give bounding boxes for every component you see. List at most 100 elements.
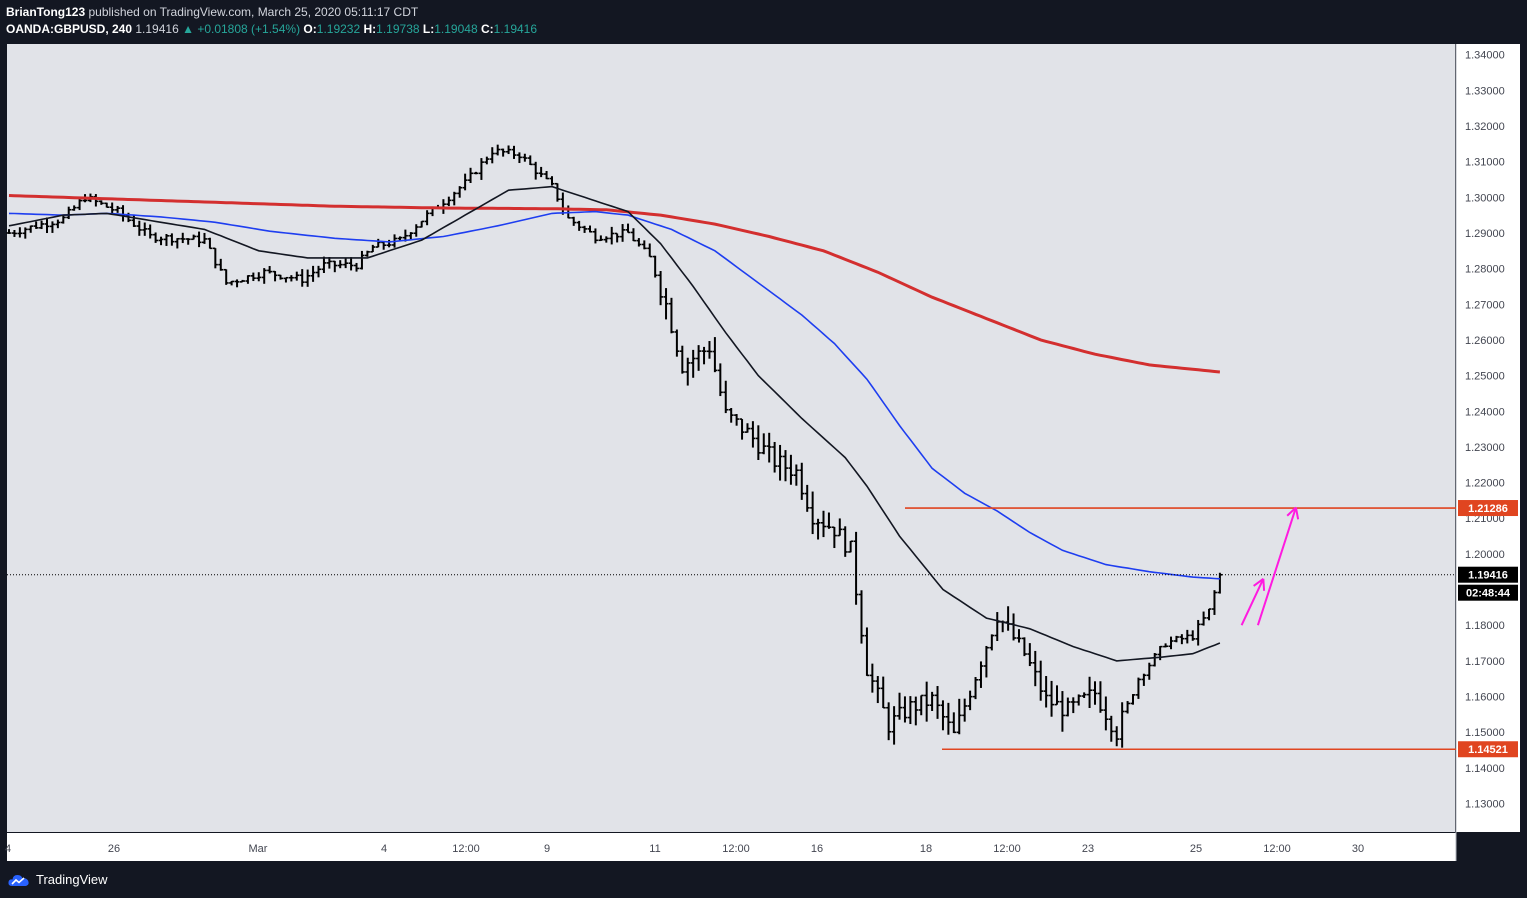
ohlc-bar bbox=[859, 590, 865, 644]
ohlc-bar bbox=[983, 645, 989, 678]
ohlc-bar bbox=[668, 297, 674, 334]
ohlc-bar bbox=[1081, 692, 1087, 699]
ohlc-bar bbox=[115, 205, 121, 213]
ohlc-bar bbox=[1054, 685, 1060, 706]
level-price-label: 1.14521 bbox=[1468, 744, 1508, 756]
ohlc-bar bbox=[1049, 680, 1055, 717]
price-tick-label: 1.23000 bbox=[1465, 442, 1505, 454]
ohlc-bar bbox=[136, 220, 142, 236]
price-tick-label: 1.18000 bbox=[1465, 620, 1505, 632]
open-value: 1.19232 bbox=[316, 22, 361, 36]
price-tick-label: 1.16000 bbox=[1465, 692, 1505, 704]
ohlc-bar bbox=[326, 257, 332, 269]
price-tick-label: 1.33000 bbox=[1465, 85, 1505, 97]
ohlc-bar bbox=[625, 223, 631, 234]
ohlc-bar bbox=[869, 663, 875, 693]
ohlc-bar bbox=[772, 441, 778, 473]
ohlc-bar bbox=[104, 202, 110, 209]
arrow-drawing[interactable] bbox=[1240, 578, 1266, 626]
ohlc-bar bbox=[239, 279, 245, 283]
ohlc-bar bbox=[1087, 676, 1093, 708]
ohlc-bar bbox=[495, 144, 501, 156]
ohlc-bar bbox=[261, 268, 267, 284]
ohlc-bar bbox=[598, 235, 604, 242]
ohlc-bar bbox=[60, 215, 66, 224]
ohlc-bar bbox=[468, 167, 474, 183]
ohlc-bar bbox=[17, 227, 23, 238]
ohlc-bar bbox=[288, 275, 294, 282]
ohlc-bar bbox=[571, 216, 577, 226]
ohlc-bar bbox=[522, 153, 528, 162]
arrow-head-right bbox=[1286, 506, 1297, 517]
ohlc-bar bbox=[897, 692, 903, 720]
ohlc-bar bbox=[902, 696, 908, 723]
ohlc-bar bbox=[1021, 637, 1027, 657]
publisher-name[interactable]: BrianTong123 bbox=[6, 5, 86, 19]
ohlc-bar bbox=[191, 234, 197, 241]
ohlc-bar bbox=[907, 696, 913, 725]
time-axis[interactable] bbox=[7, 833, 1456, 861]
ohlc-bar bbox=[332, 260, 338, 273]
ohlc-bar bbox=[272, 270, 278, 282]
ma-fast-line bbox=[8, 185, 1221, 662]
ohlc-bar bbox=[875, 676, 881, 704]
time-tick-label: 16 bbox=[811, 843, 823, 855]
ohlc-bar bbox=[750, 421, 756, 448]
price-tick-label: 1.28000 bbox=[1465, 264, 1505, 276]
ohlc-bar bbox=[641, 240, 647, 250]
ohlc-bar bbox=[821, 510, 826, 538]
ohlc-bar bbox=[679, 345, 685, 374]
brand-name: TradingView bbox=[36, 872, 108, 887]
ohlc-bar bbox=[109, 202, 115, 215]
ohlc-bar bbox=[1092, 681, 1098, 705]
ohlc-bar bbox=[1059, 691, 1065, 732]
ohlc-bar bbox=[739, 418, 745, 440]
price-tick-label: 1.15000 bbox=[1465, 727, 1505, 739]
ohlc-bar bbox=[842, 526, 848, 557]
ohlc-bar bbox=[1146, 662, 1152, 680]
ohlc-bar bbox=[647, 243, 653, 258]
ohlc-bar bbox=[250, 272, 256, 282]
ohlc-bar bbox=[98, 200, 104, 205]
ohlc-bar bbox=[620, 224, 626, 242]
ohlc-bar bbox=[978, 661, 984, 688]
ohlc-bar bbox=[706, 341, 712, 359]
time-tick-label: 12:00 bbox=[993, 843, 1021, 855]
last-price: 1.19416 bbox=[135, 22, 179, 36]
ohlc-bar bbox=[1070, 697, 1076, 714]
ohlc-bar bbox=[744, 423, 750, 433]
ohlc-bar bbox=[473, 171, 479, 175]
ohlc-bar bbox=[457, 186, 463, 198]
price-tick-label: 1.24000 bbox=[1465, 406, 1505, 418]
ohlc-bar bbox=[728, 408, 734, 423]
ohlc-bar bbox=[77, 198, 83, 211]
ohlc-bar bbox=[1168, 636, 1174, 650]
tradingview-logo[interactable]: TradingView bbox=[8, 872, 108, 887]
countdown-label: 02:48:44 bbox=[1466, 588, 1511, 600]
ohlc-bar bbox=[93, 194, 99, 207]
arrow-head-right bbox=[1253, 578, 1264, 587]
time-tick-label: 9 bbox=[544, 843, 550, 855]
ohlc-bar bbox=[913, 696, 919, 726]
ohlc-bar bbox=[810, 491, 816, 535]
price-axis[interactable] bbox=[1456, 44, 1520, 832]
plot-area[interactable] bbox=[7, 44, 1455, 832]
arrow-drawing[interactable] bbox=[1256, 506, 1300, 626]
ohlc-bar bbox=[636, 238, 642, 247]
ohlc-bar bbox=[1206, 608, 1212, 621]
ohlc-bar bbox=[511, 145, 517, 159]
published-text: published on TradingView.com, March 25, … bbox=[88, 5, 419, 19]
ma-slow-line bbox=[8, 194, 1221, 374]
ohlc-bar bbox=[956, 698, 962, 735]
ohlc-bar bbox=[630, 228, 636, 242]
price-chart[interactable]: 1.34000 1.33000 1.32000 1.31000 1.30000 1.290… bbox=[0, 44, 1527, 862]
ohlc-bar bbox=[734, 414, 740, 426]
ohlc-bar bbox=[538, 166, 544, 178]
ohlc-bar bbox=[658, 271, 664, 306]
ohlc-bar bbox=[153, 232, 159, 243]
ohlc-bar bbox=[310, 265, 316, 282]
ohlc-bar bbox=[527, 155, 533, 166]
price-tick-label: 1.32000 bbox=[1465, 121, 1505, 133]
ohlc-bar bbox=[348, 257, 354, 271]
ohlc-bar bbox=[582, 225, 588, 233]
